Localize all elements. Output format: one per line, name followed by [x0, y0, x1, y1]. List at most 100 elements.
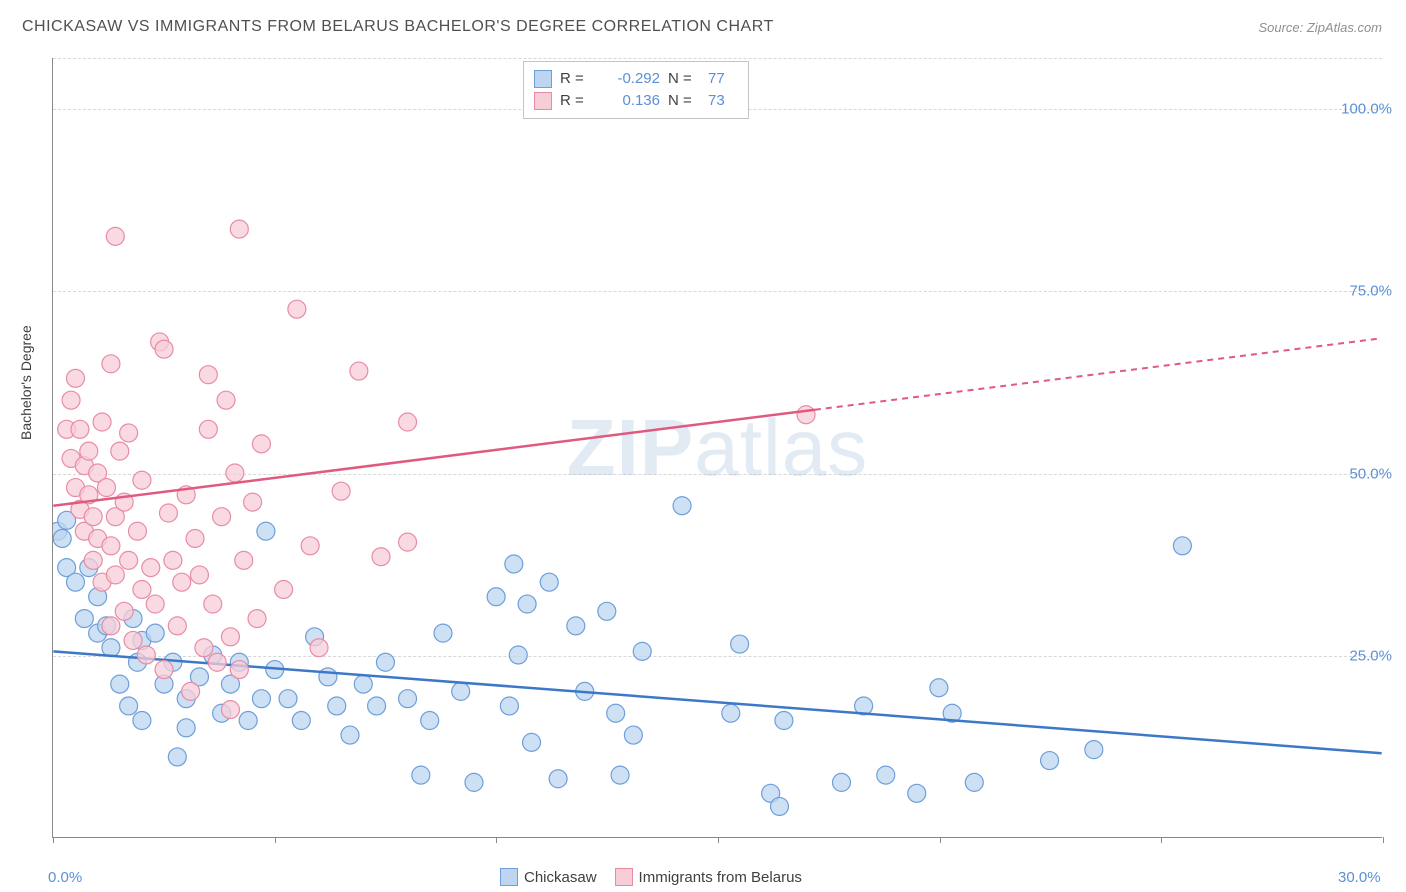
data-point-belarus — [301, 537, 319, 555]
data-point-chickasaw — [598, 602, 616, 620]
data-point-belarus — [71, 420, 89, 438]
data-point-belarus — [62, 391, 80, 409]
x-tick — [275, 837, 276, 843]
data-point-belarus — [133, 580, 151, 598]
data-point-belarus — [372, 548, 390, 566]
data-point-chickasaw — [111, 675, 129, 693]
x-tick-label: 0.0% — [48, 869, 82, 886]
data-point-chickasaw — [252, 690, 270, 708]
data-point-chickasaw — [376, 653, 394, 671]
data-point-belarus — [195, 639, 213, 657]
data-point-belarus — [93, 413, 111, 431]
data-point-chickasaw — [770, 797, 788, 815]
data-point-chickasaw — [465, 773, 483, 791]
data-point-chickasaw — [341, 726, 359, 744]
n-label: N = — [668, 90, 700, 112]
data-point-chickasaw — [67, 573, 85, 591]
data-point-chickasaw — [877, 766, 895, 784]
data-point-belarus — [164, 551, 182, 569]
scatter-svg — [53, 58, 1382, 837]
data-point-chickasaw — [354, 675, 372, 693]
x-tick — [940, 837, 941, 843]
data-point-belarus — [797, 406, 815, 424]
data-point-belarus — [137, 646, 155, 664]
data-point-chickasaw — [319, 668, 337, 686]
data-point-chickasaw — [549, 770, 567, 788]
y-axis-label: Bachelor's Degree — [18, 325, 34, 440]
data-point-chickasaw — [399, 690, 417, 708]
data-point-belarus — [102, 537, 120, 555]
data-point-chickasaw — [673, 497, 691, 515]
data-point-chickasaw — [177, 719, 195, 737]
x-tick — [1383, 837, 1384, 843]
data-point-chickasaw — [292, 712, 310, 730]
data-point-chickasaw — [133, 712, 151, 730]
data-point-chickasaw — [775, 712, 793, 730]
data-point-belarus — [120, 551, 138, 569]
trend-line-belarus — [53, 410, 815, 506]
data-point-chickasaw — [168, 748, 186, 766]
chart-title: CHICKASAW VS IMMIGRANTS FROM BELARUS BAC… — [22, 18, 774, 36]
data-point-belarus — [199, 366, 217, 384]
data-point-chickasaw — [102, 639, 120, 657]
data-point-chickasaw — [567, 617, 585, 635]
r-label: R = — [560, 90, 592, 112]
data-point-chickasaw — [908, 784, 926, 802]
r-value-belarus: 0.136 — [600, 90, 660, 112]
legend-label-belarus: Immigrants from Belarus — [639, 869, 802, 886]
data-point-chickasaw — [421, 712, 439, 730]
data-point-belarus — [186, 530, 204, 548]
data-point-chickasaw — [965, 773, 983, 791]
data-point-belarus — [84, 508, 102, 526]
data-point-belarus — [288, 300, 306, 318]
x-tick — [53, 837, 54, 843]
data-point-chickasaw — [633, 642, 651, 660]
data-point-belarus — [155, 661, 173, 679]
trend-line-dashed-belarus — [815, 338, 1382, 409]
data-point-chickasaw — [279, 690, 297, 708]
data-point-belarus — [230, 220, 248, 238]
data-point-chickasaw — [239, 712, 257, 730]
data-point-chickasaw — [1041, 752, 1059, 770]
swatch-chickasaw — [500, 868, 518, 886]
data-point-chickasaw — [53, 530, 71, 548]
data-point-chickasaw — [518, 595, 536, 613]
data-point-chickasaw — [607, 704, 625, 722]
data-point-belarus — [106, 566, 124, 584]
legend-item-belarus: Immigrants from Belarus — [615, 868, 802, 886]
data-point-belarus — [115, 602, 133, 620]
data-point-belarus — [102, 617, 120, 635]
data-point-chickasaw — [75, 610, 93, 628]
data-point-belarus — [190, 566, 208, 584]
data-point-chickasaw — [257, 522, 275, 540]
r-label: R = — [560, 68, 592, 90]
data-point-belarus — [111, 442, 129, 460]
data-point-chickasaw — [146, 624, 164, 642]
data-point-belarus — [217, 391, 235, 409]
data-point-belarus — [155, 340, 173, 358]
data-point-belarus — [133, 471, 151, 489]
x-tick-label: 30.0% — [1338, 869, 1381, 886]
r-value-chickasaw: -0.292 — [600, 68, 660, 90]
correlation-legend: R = -0.292 N = 77 R = 0.136 N = 73 — [523, 61, 749, 119]
data-point-chickasaw — [930, 679, 948, 697]
chart-plot-area: ZIPatlas R = -0.292 N = 77 R = 0.136 N =… — [52, 58, 1382, 838]
data-point-belarus — [235, 551, 253, 569]
data-point-belarus — [399, 533, 417, 551]
data-point-chickasaw — [505, 555, 523, 573]
source-attribution: Source: ZipAtlas.com — [1258, 20, 1382, 35]
data-point-chickasaw — [624, 726, 642, 744]
data-point-chickasaw — [120, 697, 138, 715]
data-point-chickasaw — [500, 697, 518, 715]
swatch-belarus — [534, 92, 552, 110]
data-point-belarus — [80, 442, 98, 460]
data-point-chickasaw — [523, 733, 541, 751]
data-point-belarus — [128, 522, 146, 540]
swatch-chickasaw — [534, 70, 552, 88]
data-point-belarus — [142, 559, 160, 577]
data-point-belarus — [252, 435, 270, 453]
swatch-belarus — [615, 868, 633, 886]
data-point-belarus — [399, 413, 417, 431]
data-point-belarus — [244, 493, 262, 511]
data-point-belarus — [182, 682, 200, 700]
